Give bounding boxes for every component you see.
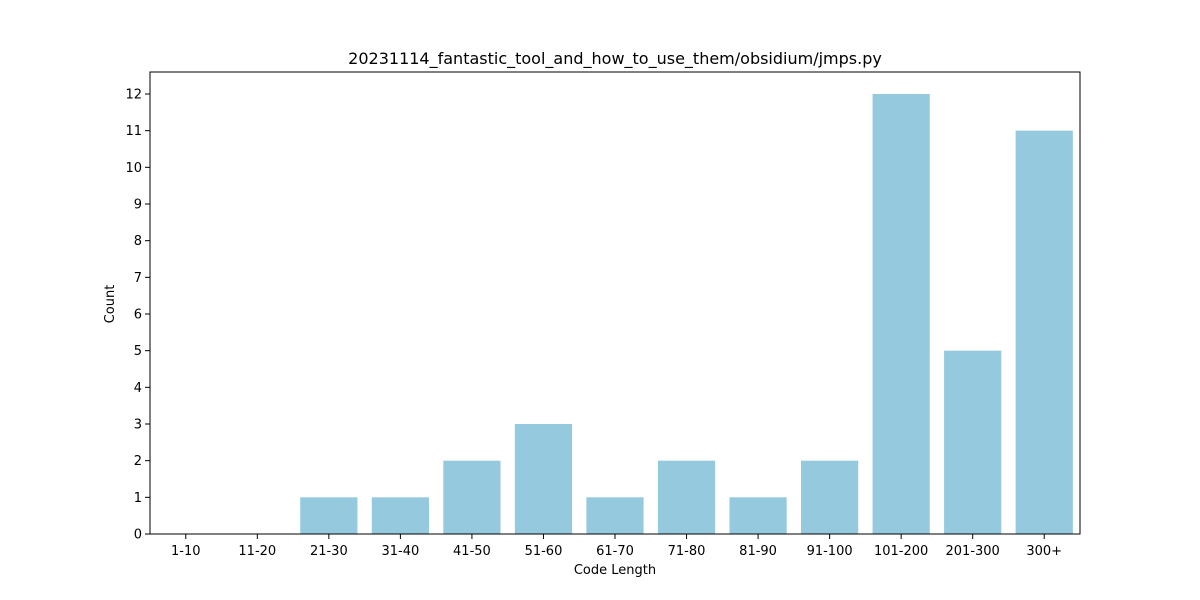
bar-21-30 [300, 497, 358, 534]
x-tick-label: 31-40 [381, 544, 419, 559]
x-tick-label: 41-50 [453, 544, 491, 559]
x-tick-label: 21-30 [310, 544, 348, 559]
bar-51-60 [514, 424, 573, 534]
y-tick-label: 12 [125, 88, 142, 103]
y-tick-label: 0 [134, 528, 142, 543]
x-tick-label: 201-300 [946, 544, 1000, 559]
bar-71-80 [657, 460, 716, 534]
bar-31-40 [371, 497, 429, 534]
x-tick-label: 71-80 [668, 544, 706, 559]
y-tick-label: 4 [134, 381, 142, 396]
x-tick-label: 11-20 [238, 544, 276, 559]
plot-frame [149, 71, 1081, 535]
bar-61-70 [586, 497, 644, 534]
bar-41-50 [443, 460, 501, 534]
bar-91-100 [801, 460, 859, 534]
y-axis-label: Count [103, 285, 118, 324]
x-tick-label: 81-90 [739, 544, 777, 559]
x-tick-label: 91-100 [807, 544, 853, 559]
bar-300+ [1015, 130, 1073, 534]
bar-101-200 [872, 94, 930, 534]
y-tick-label: 7 [134, 271, 142, 286]
y-tick-label: 1 [134, 491, 142, 506]
bar-201-300 [944, 350, 1002, 534]
y-tick-label: 6 [134, 308, 142, 323]
x-tick-label: 300+ [1026, 544, 1062, 559]
y-tick-label: 9 [134, 198, 142, 213]
x-tick-label: 101-200 [874, 544, 928, 559]
y-tick-label: 2 [134, 454, 142, 469]
x-tick-label: 61-70 [596, 544, 634, 559]
bar-81-90 [729, 497, 787, 534]
y-tick-label: 8 [134, 234, 142, 249]
x-tick-label: 1-10 [171, 544, 201, 559]
x-axis: 1-10 11-20 21-30 31-40 41-50 51-60 61-70 71-80 8… [171, 534, 1062, 559]
y-tick-label: 3 [134, 418, 142, 433]
x-axis-label: Code Length [574, 563, 656, 578]
x-tick-label: 51-60 [525, 544, 563, 559]
y-tick-label: 11 [125, 124, 142, 139]
y-tick-label: 5 [134, 344, 142, 359]
chart-title: 20231114_fantastic_tool_and_how_to_use_t… [348, 49, 882, 69]
bars-group [300, 94, 1073, 534]
y-tick-label: 10 [125, 161, 142, 176]
